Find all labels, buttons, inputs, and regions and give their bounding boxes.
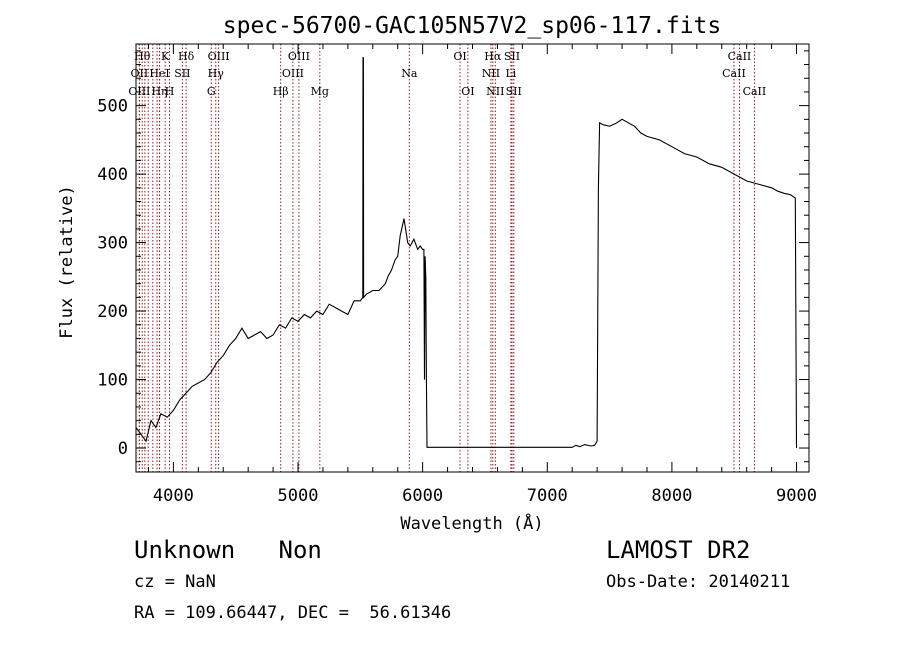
x-tick-label: 5000 [278,486,319,506]
line-label: SII [504,50,520,63]
x-tick-label: 8000 [651,486,692,506]
x-tick-label: 6000 [402,486,443,506]
x-axis-ticks: 4000 5000 6000 7000 8000 9000 [147,44,817,506]
y-tick-label: 400 [97,165,128,185]
chart-title: spec-56700-GAC105N57V2_sp06-117.fits [223,13,722,39]
y-axis-label: Flux (relative) [57,185,77,339]
line-label: CaII [722,67,746,80]
line-label: Hα [484,50,502,63]
line-label: NII [482,67,500,80]
line-label: SII [174,67,190,80]
line-label: OIII [288,50,310,63]
line-label: OIII [282,67,304,80]
line-label: OI [453,50,466,63]
line-label: G [207,85,216,98]
x-tick-label: 4000 [153,486,194,506]
line-label: Na [401,67,418,80]
ra-dec-coordinates: RA = 109.66447, DEC = 56.61346 [134,603,452,623]
redshift-cz: cz = NaN [134,572,216,592]
y-tick-label: 300 [97,234,128,254]
observation-date: Obs-Date: 20140211 [606,572,791,592]
line-label: CaII [743,85,767,98]
line-label: Hδ [178,50,195,63]
x-tick-label: 7000 [527,486,568,506]
line-label: K [161,50,170,63]
y-tick-label: 0 [118,439,128,459]
line-label: Hη [151,85,167,98]
line-label: HeI [149,67,169,80]
line-label: Hθ [134,50,151,63]
line-label: NII [486,85,504,98]
y-tick-label: 200 [97,302,128,322]
line-label: Mg [311,85,329,98]
line-label: Li [505,67,516,80]
emission-line-labels: OIIOIIIHθHeIHηKHSIIHδGHγOIIIHβOIIIOIIIMg… [128,50,766,98]
line-label: CaII [728,50,752,63]
line-label: OII [131,67,149,80]
survey-name: LAMOST DR2 [606,536,751,564]
y-tick-label: 100 [97,371,128,391]
x-axis-label: Wavelength (Å) [400,512,543,534]
line-label: OIII [208,50,230,63]
line-label: OI [461,85,474,98]
x-tick-label: 9000 [776,486,817,506]
y-axis-ticks: 0 100 200 300 400 500 [97,50,809,463]
line-label: Hβ [273,85,289,98]
emission-line-markers [138,44,755,472]
line-label: Hγ [208,67,225,80]
spectrum-line [135,57,798,449]
y-tick-label: 500 [97,97,128,117]
object-classification: Unknown Non [134,536,322,564]
plot-frame [135,43,810,473]
line-label: H [165,85,175,98]
line-label: SII [506,85,522,98]
